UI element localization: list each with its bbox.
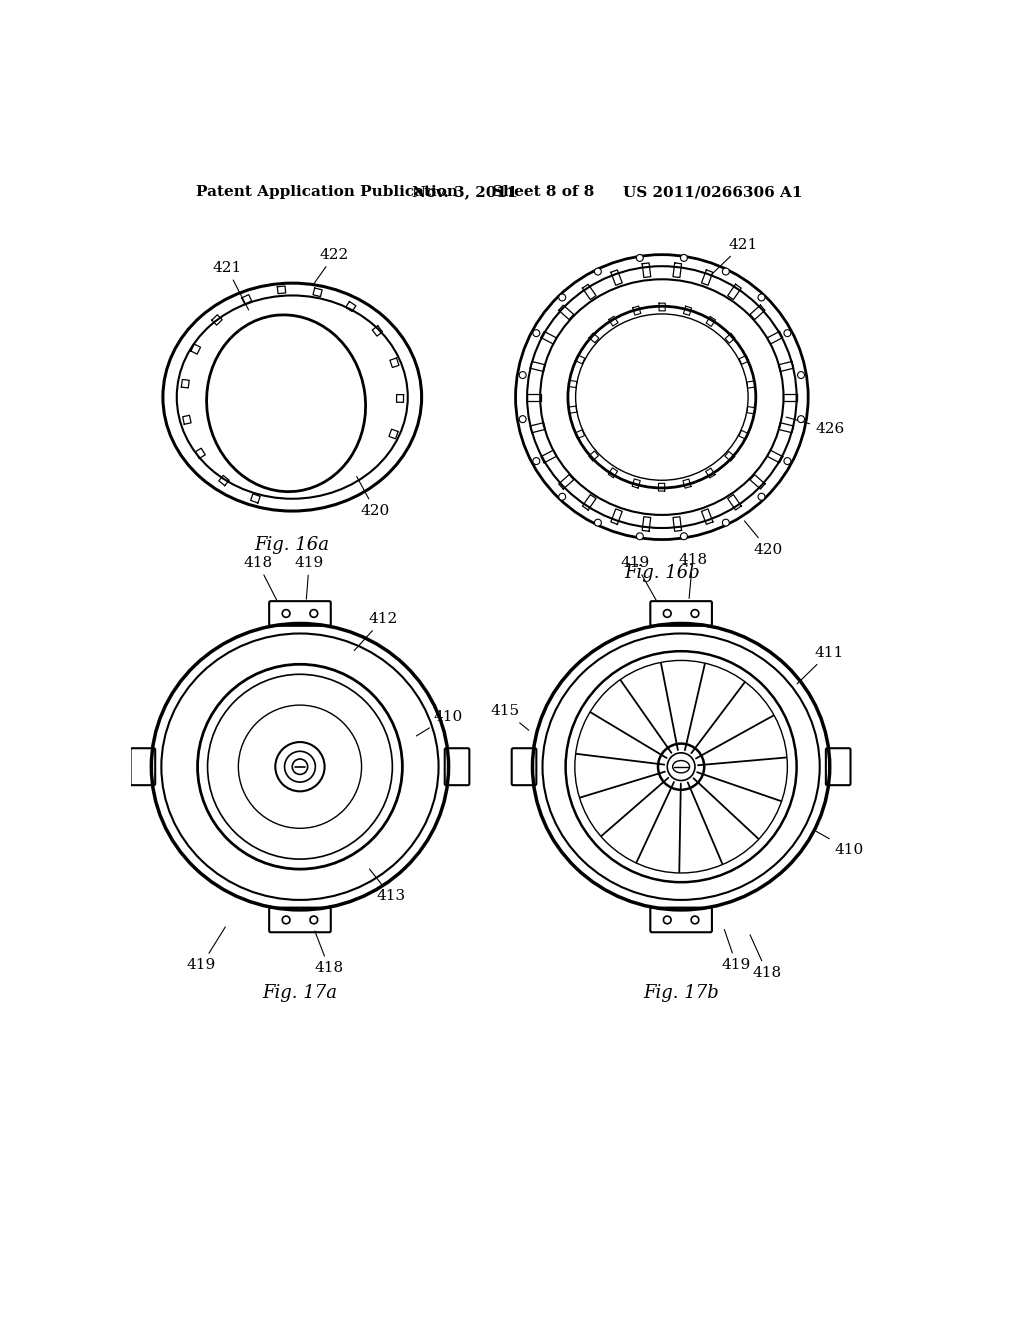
Text: 422: 422 — [313, 248, 349, 285]
Circle shape — [680, 255, 687, 261]
Text: 418: 418 — [678, 553, 708, 598]
Circle shape — [680, 533, 687, 540]
Circle shape — [532, 330, 540, 337]
Circle shape — [594, 268, 601, 275]
Circle shape — [722, 268, 729, 275]
Text: 420: 420 — [744, 521, 782, 557]
Text: 412: 412 — [354, 612, 397, 651]
Circle shape — [519, 416, 526, 422]
Text: Sheet 8 of 8: Sheet 8 of 8 — [493, 185, 595, 199]
Text: 421: 421 — [212, 261, 249, 310]
Circle shape — [636, 255, 643, 261]
Text: 418: 418 — [314, 931, 344, 975]
Circle shape — [784, 458, 791, 465]
Circle shape — [519, 372, 526, 379]
Circle shape — [798, 372, 805, 379]
Text: 421: 421 — [710, 238, 758, 276]
Text: Fig. 16b: Fig. 16b — [624, 564, 699, 582]
Circle shape — [758, 494, 765, 500]
Text: Nov. 3, 2011: Nov. 3, 2011 — [412, 185, 517, 199]
Text: 411: 411 — [797, 645, 844, 684]
Text: Fig. 16a: Fig. 16a — [255, 536, 330, 553]
Circle shape — [559, 494, 565, 500]
Text: 413: 413 — [370, 869, 406, 903]
Circle shape — [594, 519, 601, 527]
Text: 410: 410 — [816, 832, 863, 857]
Text: 420: 420 — [356, 477, 390, 517]
Text: 418: 418 — [243, 556, 278, 601]
Text: US 2011/0266306 A1: US 2011/0266306 A1 — [624, 185, 803, 199]
Circle shape — [559, 294, 565, 301]
Text: 410: 410 — [417, 710, 463, 737]
Circle shape — [636, 533, 643, 540]
Text: 419: 419 — [722, 929, 752, 973]
Circle shape — [532, 458, 540, 465]
Text: 419: 419 — [295, 556, 324, 599]
Text: 415: 415 — [490, 705, 528, 730]
Text: Fig. 17b: Fig. 17b — [643, 983, 719, 1002]
Text: Fig. 17a: Fig. 17a — [262, 983, 338, 1002]
Circle shape — [758, 294, 765, 301]
Circle shape — [722, 519, 729, 527]
Text: Patent Application Publication: Patent Application Publication — [196, 185, 458, 199]
Text: 418: 418 — [750, 935, 782, 979]
Circle shape — [784, 330, 791, 337]
Text: 426: 426 — [786, 417, 845, 437]
Text: 419: 419 — [621, 556, 656, 601]
Circle shape — [798, 416, 805, 422]
Text: 419: 419 — [186, 927, 225, 973]
